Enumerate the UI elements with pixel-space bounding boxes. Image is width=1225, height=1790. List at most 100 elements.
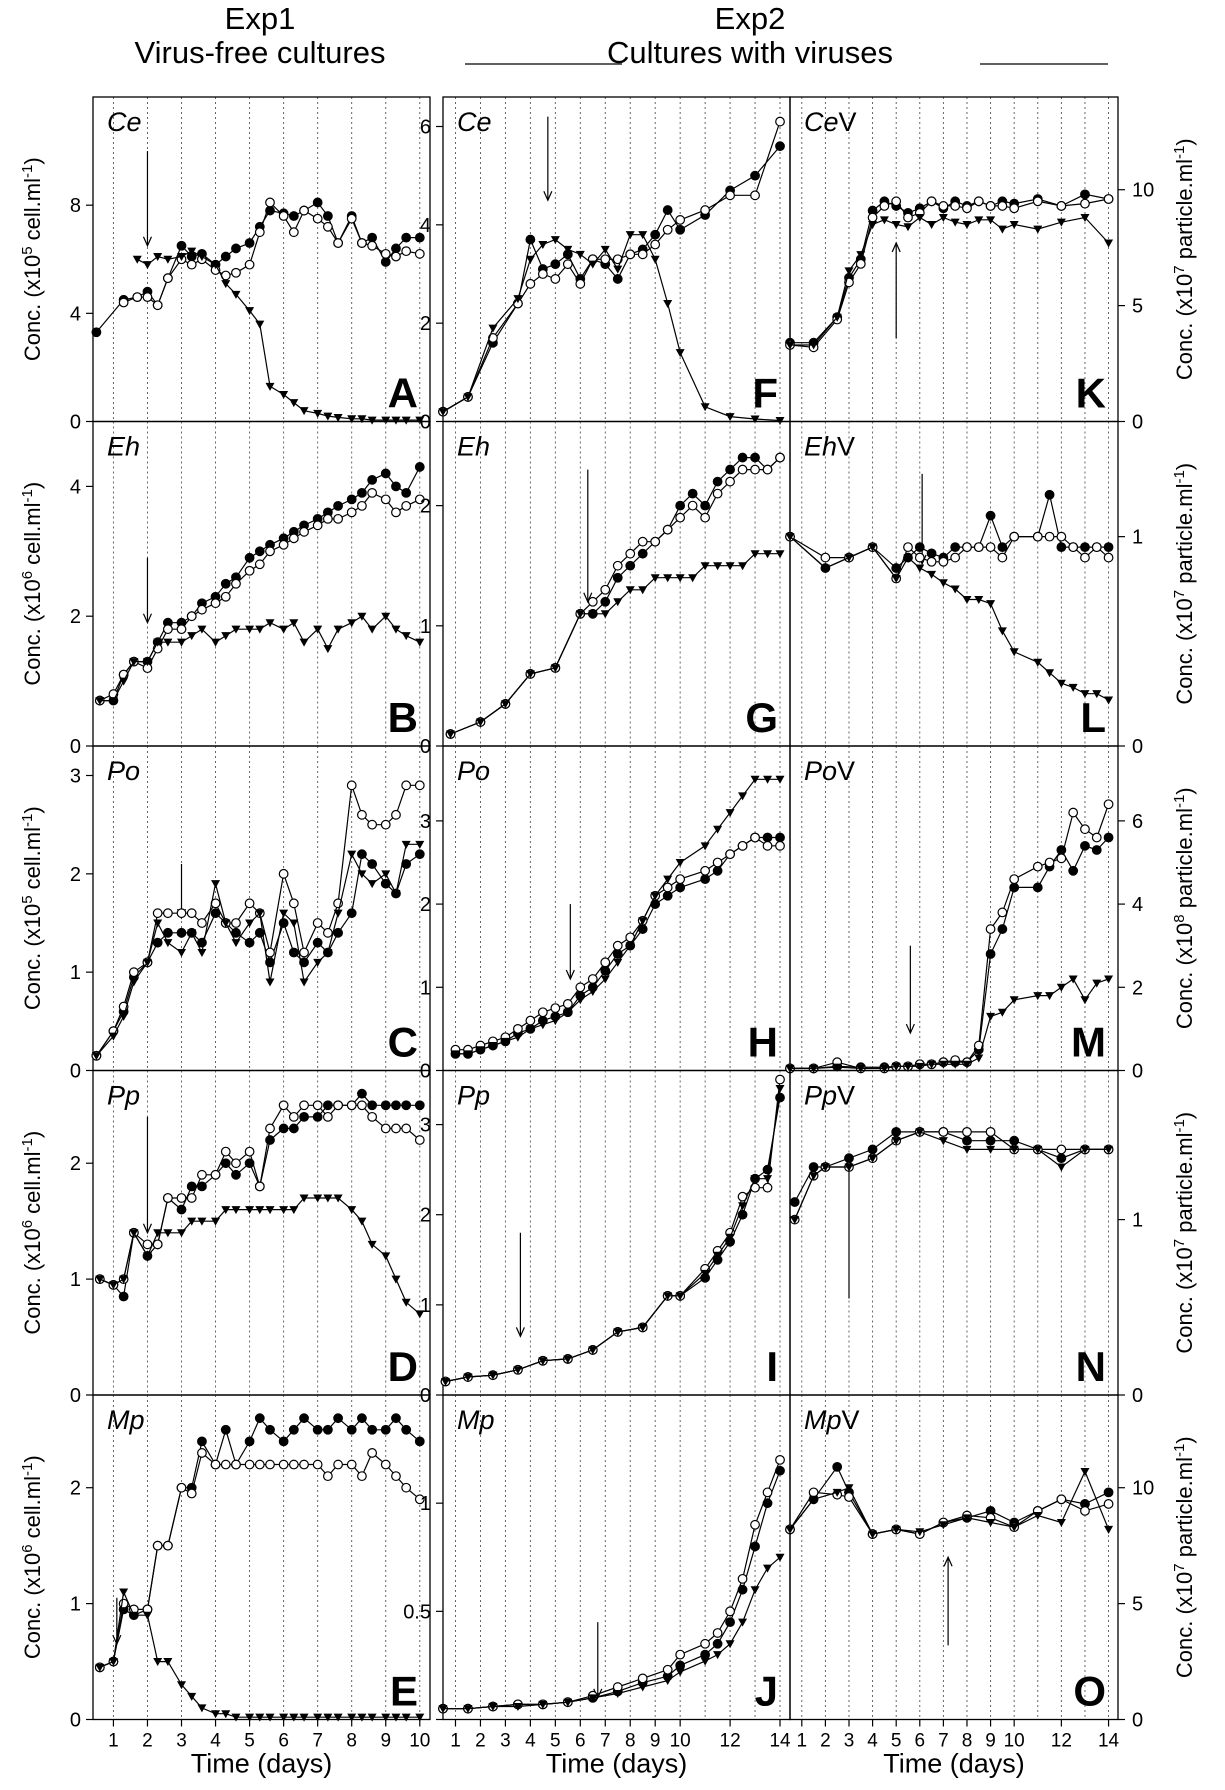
open-circle-marker	[401, 246, 412, 257]
triangle-marker	[563, 1698, 573, 1707]
x-tick-label: 12	[720, 1731, 741, 1752]
open-circle-marker	[1056, 531, 1067, 542]
x-tick-label: 10	[409, 1731, 430, 1752]
panel-frame	[92, 420, 431, 747]
filled-circle-marker	[357, 849, 367, 860]
panel-G: 0 1 2 Eh G	[420, 420, 791, 758]
triangle-marker	[915, 1528, 925, 1537]
open-circle-marker	[391, 1123, 401, 1134]
x-tick-label: 14	[769, 1731, 791, 1752]
open-circle-marker	[625, 548, 636, 559]
triangle-marker	[445, 730, 455, 739]
triangle-marker	[915, 214, 925, 223]
filled-circle-marker	[299, 1413, 309, 1424]
triangle-marker	[1033, 1145, 1043, 1154]
open-circle-marker	[725, 1606, 735, 1617]
filled-circle-marker	[346, 494, 357, 505]
triangle-marker	[279, 390, 289, 399]
triangle-marker	[891, 1062, 901, 1071]
filled-circle-marker	[401, 1424, 412, 1435]
triangle-marker	[613, 598, 623, 607]
open-circle-marker	[322, 927, 333, 938]
filled-circle-marker	[288, 211, 299, 221]
triangle-marker	[675, 1292, 685, 1301]
y-tick-label: 2	[70, 606, 81, 628]
triangle-marker	[108, 1658, 118, 1667]
filled-circle-marker	[346, 908, 357, 919]
open-circle-marker	[278, 539, 289, 550]
triangle-marker	[163, 1229, 173, 1238]
y-tick-label: 1	[420, 616, 431, 638]
triangle-marker	[588, 610, 598, 619]
open-circle-marker	[903, 542, 913, 553]
open-circle-marker	[288, 227, 299, 238]
exp1-header: Exp1 Virus-free cultures	[110, 2, 410, 70]
open-circle-marker	[401, 1123, 412, 1134]
filled-circle-marker	[162, 927, 173, 938]
open-circle-marker	[152, 1540, 163, 1551]
triangle-marker	[950, 1060, 960, 1069]
open-circle-marker	[775, 1074, 785, 1085]
triangle-marker	[289, 619, 299, 628]
triangle-marker	[809, 1172, 819, 1181]
filled-circle-marker	[197, 1436, 207, 1447]
triangle-marker	[700, 842, 710, 851]
panel-letter: J	[755, 1668, 778, 1715]
filled-circle-marker	[322, 211, 333, 221]
open-circle-marker	[414, 1135, 425, 1145]
triangle-marker	[750, 550, 760, 559]
triangle-marker	[844, 1484, 854, 1493]
triangle-marker	[763, 1175, 773, 1184]
panel-letter: K	[1076, 370, 1106, 417]
y-tick-label: 0	[420, 1385, 431, 1407]
open-circle-marker	[265, 1459, 275, 1470]
triangle-marker	[738, 1202, 748, 1211]
triangle-marker	[381, 1713, 391, 1722]
open-circle-marker	[488, 333, 498, 343]
open-circle-marker	[525, 1015, 536, 1026]
filled-circle-marker	[775, 141, 785, 152]
triangle-marker	[713, 825, 723, 834]
triangle-marker	[809, 1495, 819, 1504]
x-tick-label: 2	[820, 1731, 831, 1752]
triangle-marker	[1056, 218, 1066, 227]
triangle-marker	[95, 1663, 105, 1672]
open-circle-marker	[962, 542, 972, 553]
triangle-marker	[279, 909, 289, 918]
triangle-marker	[650, 892, 660, 901]
triangle-marker	[775, 1553, 785, 1562]
triangle-marker	[1033, 658, 1043, 667]
open-circle-marker	[575, 982, 586, 993]
triangle-marker	[938, 1137, 948, 1146]
triangle-marker	[525, 1025, 535, 1034]
triangle-marker	[187, 247, 197, 256]
open-circle-marker	[244, 259, 255, 270]
open-circle-marker	[820, 552, 831, 563]
open-circle-marker	[197, 918, 207, 928]
triangle-marker	[313, 625, 323, 634]
series-line-triangle	[443, 1556, 781, 1710]
triangle-marker	[891, 220, 901, 229]
open-circle-marker	[1091, 832, 1102, 843]
triangle-marker	[974, 1054, 984, 1063]
triangle-marker	[775, 550, 785, 559]
panel-frame	[92, 745, 431, 1072]
triangle-marker	[638, 586, 648, 595]
open-circle-marker	[662, 524, 673, 535]
triangle-marker	[525, 670, 535, 679]
filled-circle-marker	[367, 232, 378, 243]
x-tick-label: 8	[625, 1731, 636, 1752]
triangle-marker	[391, 416, 401, 425]
triangle-marker	[299, 978, 309, 987]
triangle-marker	[153, 1658, 163, 1667]
open-circle-marker	[525, 278, 536, 289]
triangle-marker	[1056, 679, 1066, 688]
triangle-marker	[91, 1052, 101, 1061]
x-tick-label: 8	[346, 1731, 357, 1752]
triangle-marker	[915, 1128, 925, 1137]
open-circle-marker	[725, 476, 735, 487]
open-circle-marker	[973, 196, 984, 207]
panel-letter: C	[388, 1019, 418, 1066]
filled-circle-marker	[675, 224, 686, 235]
